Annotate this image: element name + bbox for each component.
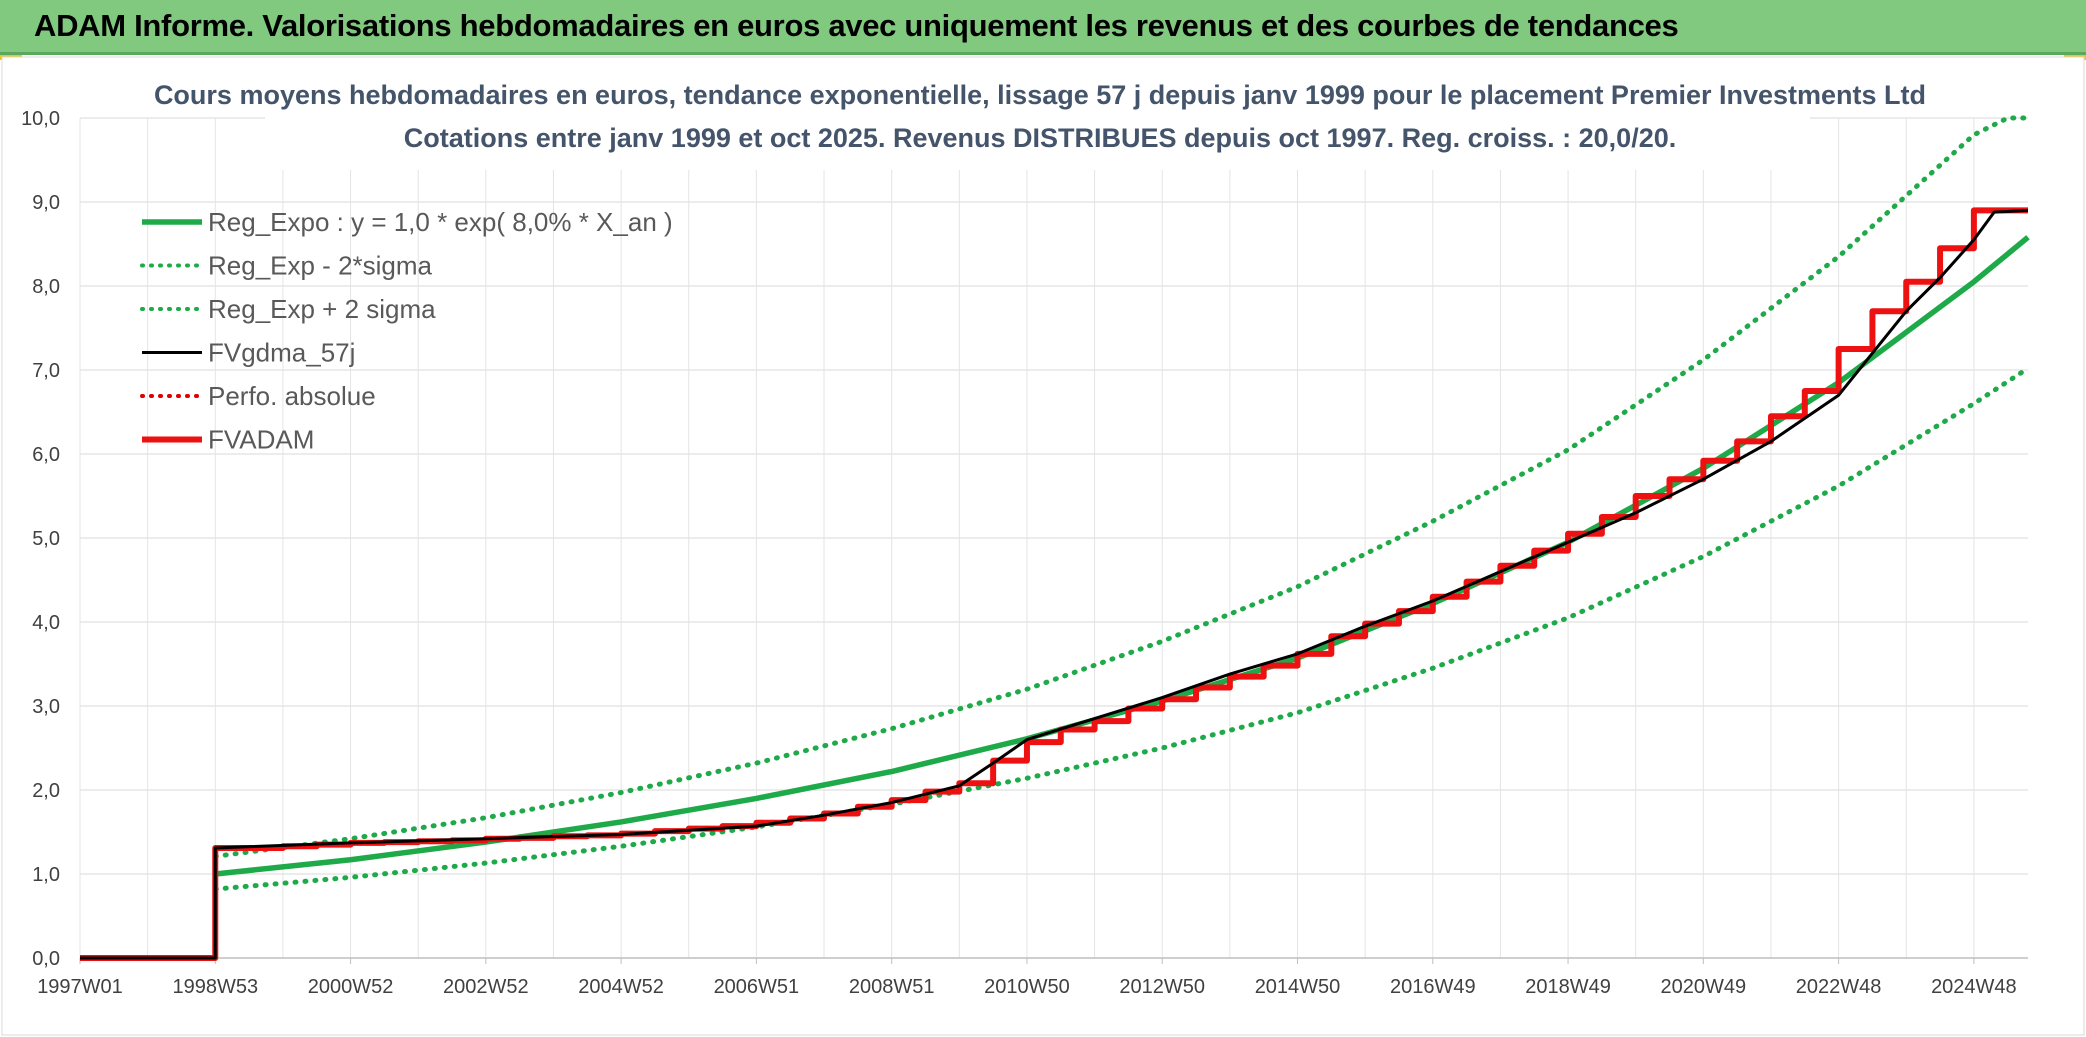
series-line	[80, 208, 2029, 960]
y-tick-label: 4,0	[32, 612, 60, 634]
series-layer	[80, 115, 2031, 961]
x-tick-label: 2006W51	[714, 976, 800, 998]
x-tick-label: 2010W50	[984, 976, 1070, 998]
y-tick-label: 0,0	[32, 948, 60, 970]
x-tick-label: 2014W50	[1255, 976, 1341, 998]
x-tick-label: 2000W52	[308, 976, 394, 998]
y-tick-label: 6,0	[32, 444, 60, 466]
x-tick-label: 2008W51	[849, 976, 935, 998]
x-tick-label: 2004W52	[578, 976, 664, 998]
x-tick-label: 2022W48	[1796, 976, 1882, 998]
y-tick-label: 9,0	[32, 192, 60, 214]
y-tick-label: 5,0	[32, 528, 60, 550]
x-tick-label: 2002W52	[443, 976, 529, 998]
legend-label: FVgdma_57j	[208, 338, 355, 368]
x-tick-label: 1998W53	[172, 976, 258, 998]
series-line	[212, 115, 2031, 859]
x-tick-label: 2018W49	[1525, 976, 1611, 998]
legend-label: Reg_Exp - 2*sigma	[208, 251, 433, 281]
legend-label: Reg_Exp + 2 sigma	[208, 294, 436, 324]
chart-title: Cours moyens hebdomadaires en euros, ten…	[154, 80, 1926, 110]
y-tick-label: 2,0	[32, 780, 60, 802]
x-tick-label: 2012W50	[1119, 976, 1205, 998]
legend-label: FVADAM	[208, 425, 314, 455]
series-line	[212, 365, 2031, 892]
title-background	[265, 90, 1810, 170]
chart: 0,0 1,0 2,0 3,0 4,0 5,0 6,0 7,0 8,0 9,0 10,0 1997W0…	[1, 56, 2085, 1036]
y-tick-label: 1,0	[32, 864, 60, 886]
page-title: ADAM Informe. Valorisations hebdomadaire…	[34, 8, 1679, 43]
x-tick-label: 1997W01	[37, 976, 123, 998]
y-tick-label: 7,0	[32, 360, 60, 382]
legend-label: Reg_Expo : y = 1,0 * exp( 8,0% * X_an )	[208, 207, 673, 237]
y-tick-label: 3,0	[32, 696, 60, 718]
axes: 0,0 1,0 2,0 3,0 4,0 5,0 6,0 7,0 8,0 9,0 10,0 1997W0…	[21, 108, 2028, 998]
legend: Reg_Expo : y = 1,0 * exp( 8,0% * X_an ) R…	[140, 207, 673, 455]
legend-label: Perfo. absolue	[208, 381, 376, 411]
x-tick-label: 2020W49	[1661, 976, 1747, 998]
x-tick-label: 2016W49	[1390, 976, 1476, 998]
y-tick-label: 8,0	[32, 276, 60, 298]
y-tick-label: 10,0	[21, 108, 60, 130]
chart-area	[1, 56, 2085, 1036]
chart-subtitle: Cotations entre janv 1999 et oct 2025. R…	[404, 123, 1676, 153]
header-banner: ADAM Informe. Valorisations hebdomadaire…	[0, 0, 2086, 55]
x-tick-label: 2024W48	[1931, 976, 2017, 998]
